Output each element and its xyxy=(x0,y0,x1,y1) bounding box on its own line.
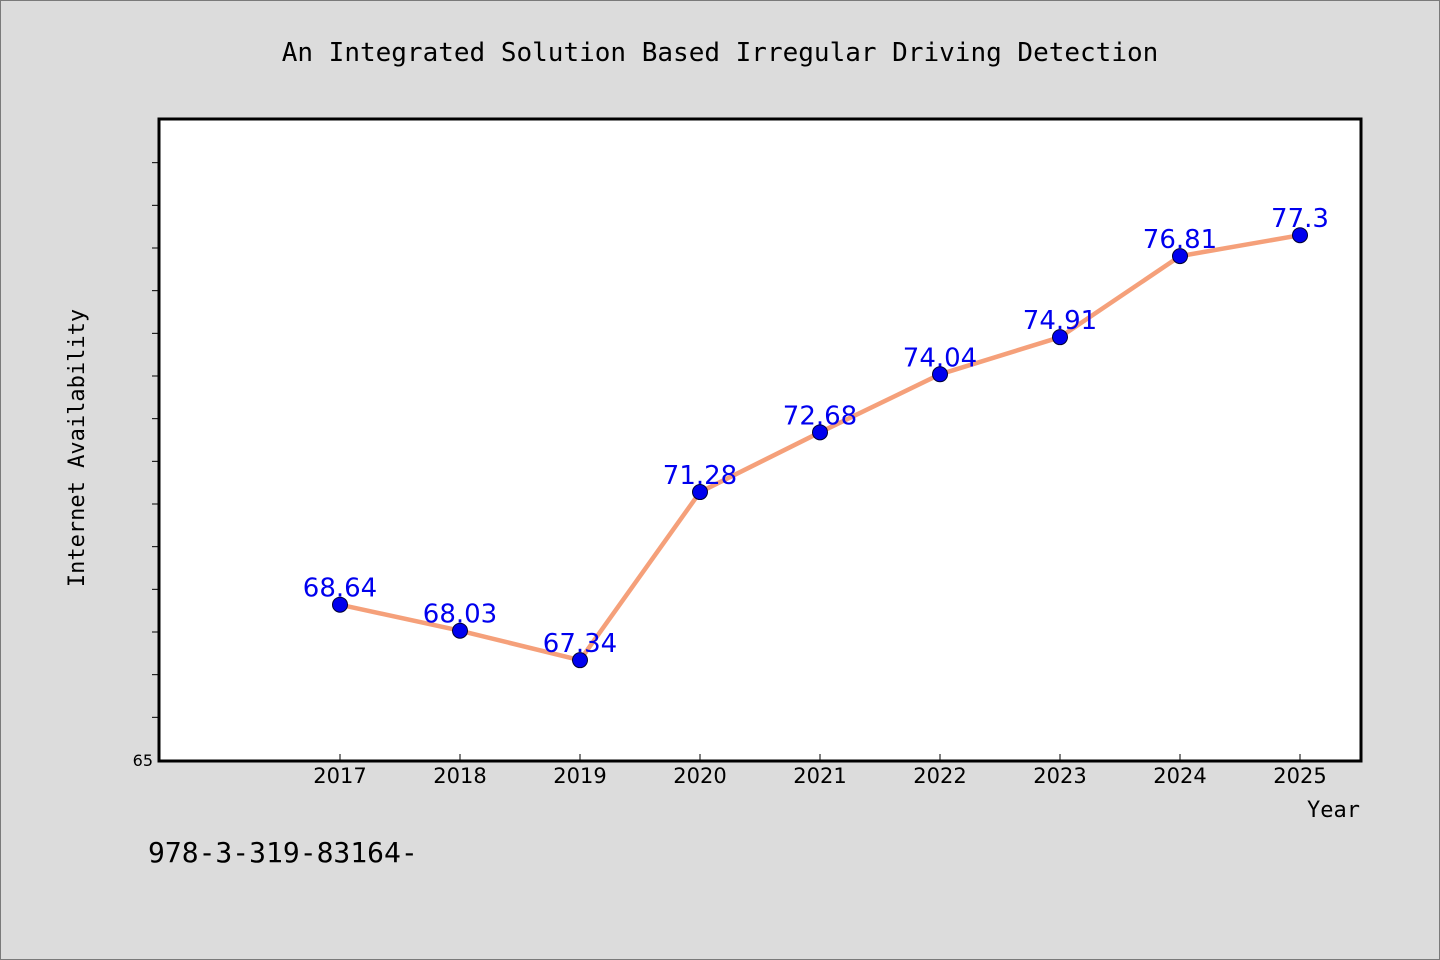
data-point xyxy=(932,366,948,383)
series-markers xyxy=(332,227,1308,669)
x-tick-labels: 2017 2018 2019 2020 2021 2022 2023 2024 2025 xyxy=(313,764,1326,788)
data-label: 67.34 xyxy=(543,629,617,659)
data-point xyxy=(692,484,708,501)
data-label: 72.68 xyxy=(783,401,857,431)
data-label: 74.91 xyxy=(1023,306,1097,336)
data-point xyxy=(1292,227,1308,244)
x-axis-ticks xyxy=(339,754,1301,760)
x-axis-label: Year xyxy=(1307,798,1360,823)
data-label: 76.81 xyxy=(1143,225,1217,255)
x-tick-label: 2020 xyxy=(673,764,726,788)
x-tick-label: 2021 xyxy=(793,764,846,788)
x-tick-label: 2025 xyxy=(1273,764,1326,788)
data-labels: 68.64 68.03 67.34 71.28 72.68 74.04 74.91 76.81… xyxy=(303,204,1329,659)
x-tick-label: 2017 xyxy=(313,764,366,788)
data-point xyxy=(1052,329,1068,346)
x-tick-label: 2019 xyxy=(553,764,606,788)
x-tick-label: 2018 xyxy=(433,764,486,788)
data-label: 74.04 xyxy=(903,343,977,373)
footer-isbn: 978-3-319-83164- xyxy=(148,836,418,869)
y-tick-label-min: 65 xyxy=(133,751,153,770)
data-point xyxy=(332,596,348,613)
y-axis-label: Internet Availability xyxy=(65,309,90,587)
data-point xyxy=(812,424,828,441)
x-tick-label: 2024 xyxy=(1153,764,1206,788)
data-label: 77.3 xyxy=(1271,204,1329,234)
x-tick-label: 2022 xyxy=(913,764,966,788)
data-label: 68.64 xyxy=(303,574,377,604)
data-point xyxy=(452,622,468,639)
data-label: 68.03 xyxy=(423,600,497,630)
data-point xyxy=(572,652,588,669)
x-tick-label: 2023 xyxy=(1033,764,1086,788)
y-axis-ticks xyxy=(152,162,160,718)
data-point xyxy=(1172,248,1188,265)
chart-title: An Integrated Solution Based Irregular D… xyxy=(282,38,1159,68)
plot-area xyxy=(157,117,1363,763)
data-label: 71.28 xyxy=(663,461,737,491)
